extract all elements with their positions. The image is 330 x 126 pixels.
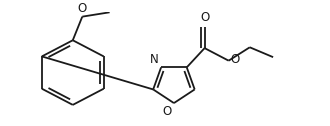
Text: O: O <box>231 53 240 66</box>
Text: N: N <box>150 53 159 67</box>
Text: O: O <box>200 11 209 24</box>
Text: O: O <box>163 105 172 118</box>
Text: O: O <box>78 2 87 15</box>
